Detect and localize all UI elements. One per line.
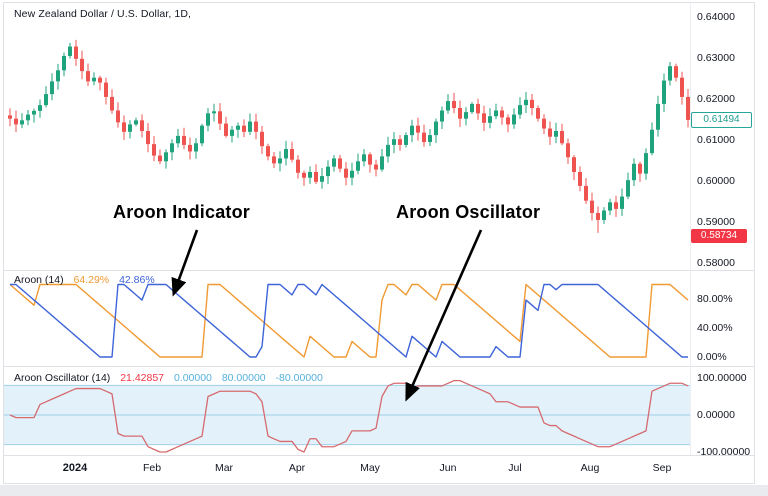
price-tick-0.60000[interactable]: 0.60000 (697, 175, 735, 187)
time-tick-Feb[interactable]: Feb (142, 462, 162, 474)
price-tick-0.64000[interactable]: 0.64000 (697, 11, 735, 23)
price-tick-0.63000[interactable]: 0.63000 (697, 52, 735, 64)
time-tick-Apr[interactable]: Apr (288, 462, 306, 474)
aroon-tick-40.00%[interactable]: 40.00% (697, 322, 733, 334)
aroon-down-value: 42.86% (119, 274, 155, 286)
price-tick-0.61000[interactable]: 0.61000 (697, 134, 735, 146)
price-tick-0.62000[interactable]: 0.62000 (697, 93, 735, 105)
price-tick-0.58000[interactable]: 0.58000 (697, 257, 735, 269)
aroon-indicator-annotation: Aroon Indicator (113, 202, 250, 222)
oscillator-tick--100.00000[interactable]: -100.00000 (697, 446, 751, 458)
symbol-title: New Zealand Dollar / U.S. Dollar, 1D, (14, 8, 192, 20)
aroon-oscillator-annotation: Aroon Oscillator (396, 202, 541, 222)
oscillator-line (9, 379, 689, 453)
time-tick-Sep[interactable]: Sep (652, 462, 672, 474)
oscillator-pane-label[interactable]: Aroon Oscillator (14) 21.42857 0.00000 8… (14, 372, 323, 384)
oscillator-tick-0.00000[interactable]: 0.00000 (697, 409, 735, 421)
oscillator-tick-100.00000[interactable]: 100.00000 (697, 372, 747, 384)
price-tick-0.59000[interactable]: 0.59000 (697, 216, 735, 228)
aroon-tick-0.00%[interactable]: 0.00% (697, 351, 727, 363)
candlestick-series (8, 39, 690, 233)
time-tick-Mar[interactable]: Mar (214, 462, 234, 474)
aroon-indicator-name: Aroon (14) (14, 274, 64, 286)
oscillator-level-neg80: -80.00000 (275, 372, 323, 384)
low-price-badge[interactable]: 0.58734 (691, 229, 747, 243)
oscillator-level-80: 80.00000 (221, 372, 266, 384)
aroon-up-value: 64.29% (73, 274, 110, 286)
time-tick-Jul[interactable]: Jul (508, 462, 522, 474)
pane-separators (4, 3, 754, 456)
oscillator-band (4, 384, 690, 446)
aroon-lines (9, 283, 689, 358)
oscillator-indicator-name: Aroon Oscillator (14) (14, 372, 111, 384)
oscillator-value: 21.42857 (120, 372, 165, 384)
bottom-margin-strip (0, 485, 768, 496)
current-price-badge[interactable]: 0.61494 (691, 112, 752, 128)
aroon-pane-label[interactable]: Aroon (14) 64.29% 42.86% (14, 274, 155, 286)
oscillator-level-0: 0.00000 (173, 372, 212, 384)
time-tick-2024[interactable]: 2024 (62, 462, 88, 474)
time-tick-Jun[interactable]: Jun (439, 462, 457, 474)
time-tick-May[interactable]: May (360, 462, 380, 474)
aroon-tick-80.00%[interactable]: 80.00% (697, 293, 733, 305)
time-tick-Aug[interactable]: Aug (580, 462, 600, 474)
